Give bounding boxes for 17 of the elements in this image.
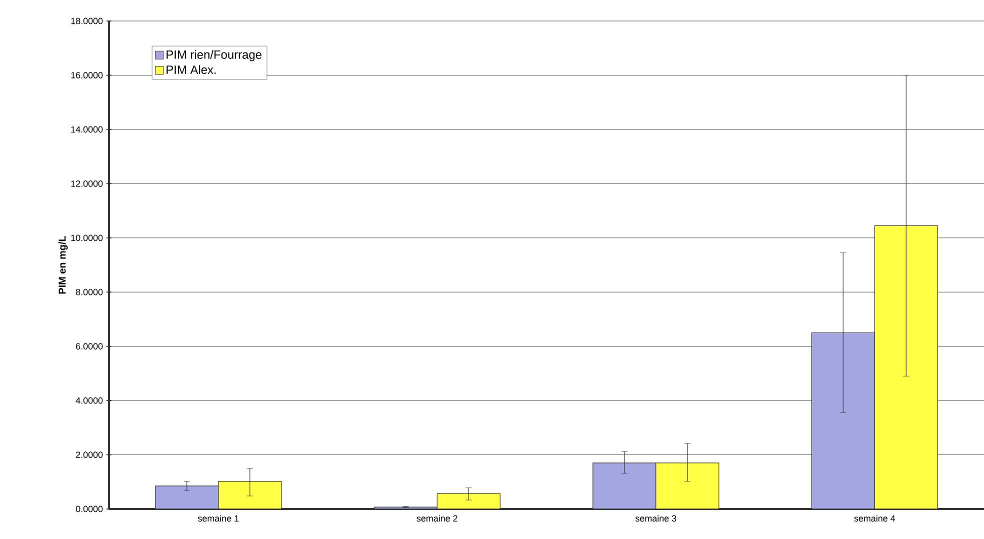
y-tick-label: 16.0000	[71, 72, 103, 78]
legend-label: PIM rien/Fourrage	[166, 50, 262, 62]
x-tick-label: semaine 2	[416, 514, 458, 522]
x-tick-label: semaine 3	[635, 514, 676, 522]
y-tick-label: 12.0000	[71, 180, 103, 187]
legend-label: PIM Alex.	[166, 65, 216, 74]
y-tick-label: 4.0000	[76, 397, 103, 404]
y-tick-label: 18.0000	[71, 18, 103, 24]
y-tick-label: 2.0000	[76, 452, 103, 458]
x-tick-label: semaine 1	[198, 514, 239, 522]
y-tick-label: 0.0000	[76, 506, 103, 512]
y-tick-label: 6.0000	[76, 343, 103, 350]
y-tick-label: 14.0000	[71, 126, 103, 133]
y-tick-label: 10.0000	[71, 234, 103, 242]
y-axis-title: PIM en mg/L	[58, 236, 68, 294]
x-tick-label: semaine 4	[854, 514, 896, 522]
y-tick-label: 8.0000	[76, 288, 103, 296]
